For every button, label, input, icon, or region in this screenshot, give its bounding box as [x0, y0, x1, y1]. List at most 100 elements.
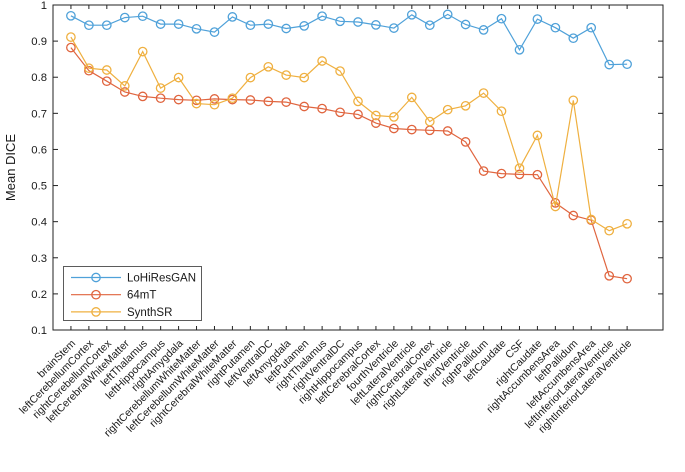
- data-point-LoHiResGAN: [514, 44, 525, 55]
- y-axis-label: Mean DICE: [3, 134, 18, 202]
- data-point-64mT: [317, 103, 327, 114]
- data-point-SynthSR: [371, 110, 381, 121]
- data-point-SynthSR: [155, 83, 166, 93]
- series-line-64mT: [70, 47, 628, 280]
- data-point-SynthSR: [101, 65, 112, 75]
- data-point-LoHiResGAN: [371, 20, 381, 30]
- data-point-LoHiResGAN: [137, 11, 148, 22]
- data-point-LoHiResGAN: [496, 13, 507, 24]
- data-point-64mT: [478, 166, 489, 176]
- data-point-LoHiResGAN: [478, 25, 489, 35]
- data-point-SynthSR: [424, 116, 435, 127]
- y-tick-label: 0.9: [31, 36, 47, 48]
- data-point-64mT: [137, 91, 148, 102]
- y-tick-label: 0.6: [31, 144, 47, 156]
- data-point-SynthSR: [245, 72, 256, 83]
- data-point-SynthSR: [173, 72, 184, 83]
- data-point-LoHiResGAN: [317, 11, 327, 22]
- data-point-64mT: [299, 101, 310, 112]
- data-point-SynthSR: [478, 88, 489, 98]
- y-tick-label: 0.4: [31, 217, 47, 229]
- data-point-64mT: [371, 118, 381, 128]
- data-point-SynthSR: [227, 93, 238, 104]
- data-point-LoHiResGAN: [299, 21, 310, 31]
- y-tick-label: 1: [41, 0, 47, 12]
- legend-entry-label: SynthSR: [127, 307, 172, 319]
- data-point-LoHiResGAN: [263, 19, 274, 29]
- data-point-64mT: [335, 107, 345, 118]
- y-tick-label: 0.8: [31, 72, 47, 84]
- data-point-LoHiResGAN: [227, 12, 238, 22]
- data-point-64mT: [442, 126, 453, 136]
- data-point-SynthSR: [568, 95, 579, 106]
- legend-marker-sample: [91, 289, 101, 300]
- data-point-64mT: [155, 93, 166, 104]
- data-point-LoHiResGAN: [335, 16, 345, 27]
- series-line-LoHiResGAN: [70, 13, 628, 66]
- data-point-LoHiResGAN: [622, 59, 632, 70]
- legend: LoHiResGAN 64mT SynthSR: [63, 266, 202, 321]
- series-line-SynthSR: [70, 36, 628, 232]
- data-point-64mT: [604, 270, 615, 281]
- data-point-64mT: [389, 123, 399, 134]
- data-point-64mT: [622, 273, 632, 284]
- data-point-SynthSR: [209, 99, 220, 110]
- data-point-64mT: [245, 95, 256, 105]
- data-point-LoHiResGAN: [119, 12, 130, 23]
- data-point-LoHiResGAN: [173, 19, 184, 29]
- y-tick-label: 0.7: [31, 108, 47, 120]
- data-point-SynthSR: [335, 66, 345, 76]
- data-point-LoHiResGAN: [84, 20, 94, 31]
- legend-marker-sample: [91, 272, 101, 283]
- data-point-SynthSR: [281, 70, 292, 80]
- data-point-LoHiResGAN: [155, 19, 166, 29]
- data-point-64mT: [66, 42, 76, 53]
- data-point-SynthSR: [137, 46, 148, 57]
- legend-entry-label: LoHiResGAN: [127, 273, 196, 285]
- legend-entry-label: 64mT: [127, 290, 156, 302]
- data-point-SynthSR: [460, 100, 471, 111]
- data-point-64mT: [460, 137, 471, 147]
- data-point-LoHiResGAN: [389, 23, 399, 33]
- data-point-64mT: [191, 95, 202, 106]
- data-point-SynthSR: [604, 225, 615, 236]
- y-tick-label: 0.3: [31, 253, 47, 265]
- data-point-LoHiResGAN: [406, 9, 417, 20]
- data-point-LoHiResGAN: [550, 22, 561, 33]
- data-point-LoHiResGAN: [353, 17, 363, 27]
- data-point-64mT: [550, 198, 561, 208]
- data-point-64mT: [173, 94, 184, 105]
- data-point-64mT: [532, 169, 543, 180]
- data-point-SynthSR: [406, 92, 417, 103]
- data-point-64mT: [101, 76, 112, 87]
- data-point-64mT: [353, 109, 363, 120]
- data-point-LoHiResGAN: [245, 20, 256, 31]
- data-point-SynthSR: [119, 81, 130, 91]
- data-point-64mT: [119, 87, 130, 97]
- data-point-SynthSR: [442, 104, 453, 115]
- data-point-64mT: [406, 124, 417, 135]
- data-point-LoHiResGAN: [191, 23, 202, 34]
- data-point-SynthSR: [84, 63, 94, 74]
- data-point-LoHiResGAN: [604, 59, 615, 70]
- data-point-64mT: [263, 96, 274, 107]
- data-point-SynthSR: [532, 130, 543, 141]
- data-point-SynthSR: [586, 214, 597, 225]
- data-point-LoHiResGAN: [586, 22, 597, 33]
- data-point-64mT: [496, 168, 507, 179]
- y-tick-label: 0.5: [31, 181, 47, 193]
- data-point-64mT: [568, 210, 579, 221]
- data-point-LoHiResGAN: [281, 23, 292, 34]
- data-point-SynthSR: [622, 218, 632, 229]
- y-tick-label: 0.2: [31, 289, 47, 301]
- data-point-64mT: [514, 169, 525, 180]
- data-point-SynthSR: [389, 112, 399, 122]
- data-point-SynthSR: [191, 98, 202, 109]
- data-point-LoHiResGAN: [442, 9, 453, 20]
- data-point-SynthSR: [514, 163, 525, 174]
- data-point-SynthSR: [317, 56, 327, 66]
- data-point-LoHiResGAN: [460, 19, 471, 30]
